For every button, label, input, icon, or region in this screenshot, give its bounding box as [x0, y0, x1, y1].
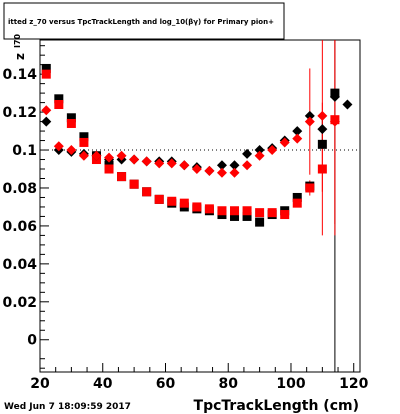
data-point-square: [66, 118, 76, 128]
data-point-diamond: [317, 124, 328, 135]
data-point-diamond: [216, 160, 227, 171]
y-tick-label: 0: [27, 333, 37, 349]
data-point-square: [267, 208, 277, 218]
data-point-diamond: [292, 133, 303, 144]
data-point-square: [280, 210, 290, 220]
data-point-square: [54, 94, 64, 104]
y-axis-label-sub: I70: [13, 33, 22, 48]
data-point-diamond: [141, 156, 152, 167]
data-point-diamond: [78, 150, 89, 161]
x-tick-label: 100: [276, 376, 305, 392]
y-tick-label: 0.04: [2, 257, 37, 273]
data-point-diamond: [242, 148, 253, 159]
chart-title: itted z_70 versus TpcTrackLength and log…: [8, 18, 274, 26]
data-point-diamond: [191, 164, 202, 175]
data-point-square: [317, 139, 327, 149]
data-point-square: [41, 63, 51, 73]
plot-frame: [39, 39, 361, 373]
data-point-square: [255, 217, 265, 227]
tick-layer: 0 0.02 0.04 0.06 0.08 0.1 0.12 0.14 20 40 60 80 100 1…: [2, 45, 369, 392]
y-tick-label: 0.08: [2, 181, 37, 197]
data-point-square: [167, 196, 177, 206]
y-tick-label: 0.1: [12, 143, 37, 159]
data-point-diamond: [41, 116, 52, 127]
y-tick-label: 0.14: [2, 67, 37, 83]
data-point-diamond: [279, 137, 290, 148]
data-point-diamond: [53, 141, 64, 152]
data-point-square: [230, 211, 240, 221]
data-point-square: [79, 132, 89, 142]
data-point-square: [41, 69, 51, 79]
data-point-diamond: [154, 158, 165, 169]
x-axis-label: TpcTrackLength (cm): [194, 398, 359, 414]
x-tick-label: 40: [93, 376, 113, 392]
data-point-square: [192, 202, 202, 212]
data-point-square: [255, 208, 265, 218]
data-point-square: [292, 192, 302, 202]
data-point-diamond: [267, 145, 278, 156]
data-point-diamond: [179, 160, 190, 171]
x-tick-label: 60: [156, 376, 176, 392]
data-point-diamond: [329, 116, 340, 127]
data-point-diamond: [166, 158, 177, 169]
data-point-square: [54, 100, 64, 110]
x-tick-label: 80: [218, 376, 238, 392]
data-point-square: [154, 194, 164, 204]
data-point-diamond: [254, 150, 265, 161]
data-point-diamond: [229, 160, 240, 171]
y-tick-label: 0.06: [2, 219, 37, 235]
data-point-square: [66, 113, 76, 123]
data-point-square: [179, 198, 189, 208]
data-point-square: [104, 164, 114, 174]
data-point-diamond: [254, 145, 265, 156]
data-point-diamond: [292, 126, 303, 137]
data-point-diamond: [317, 110, 328, 121]
data-point-square: [204, 204, 214, 214]
y-tick-label: 0.12: [2, 105, 37, 121]
data-point-diamond: [216, 167, 227, 178]
data-point-diamond: [204, 165, 215, 176]
data-point-square: [292, 198, 302, 208]
data-point-diamond: [104, 152, 115, 163]
data-point-diamond: [116, 150, 127, 161]
data-point-diamond: [304, 110, 315, 121]
data-point-square: [79, 137, 89, 147]
data-point-diamond: [342, 99, 353, 110]
data-point-diamond: [242, 160, 253, 171]
data-point-diamond: [329, 91, 340, 102]
data-point-diamond: [229, 167, 240, 178]
y-tick-label: 0.02: [2, 295, 37, 311]
data-point-diamond: [91, 150, 102, 161]
marker-layer: [41, 63, 353, 227]
data-point-square: [242, 211, 252, 221]
data-point-square: [142, 187, 152, 197]
data-point-diamond: [66, 145, 77, 156]
x-tick-label: 20: [30, 376, 50, 392]
data-point-square: [117, 172, 127, 182]
title-box: [3, 2, 285, 40]
data-point-square: [230, 206, 240, 216]
timestamp: Wed Jun 7 18:09:59 2017: [4, 402, 131, 412]
x-tick-label: 120: [339, 376, 368, 392]
data-point-diamond: [304, 116, 315, 127]
data-point-diamond: [41, 105, 52, 116]
data-point-square: [242, 206, 252, 216]
y-axis-label: z: [13, 53, 27, 60]
data-point-square: [317, 164, 327, 174]
data-point-square: [129, 179, 139, 189]
data-point-square: [217, 206, 227, 216]
data-point-diamond: [129, 154, 140, 165]
data-point-square: [305, 183, 315, 193]
